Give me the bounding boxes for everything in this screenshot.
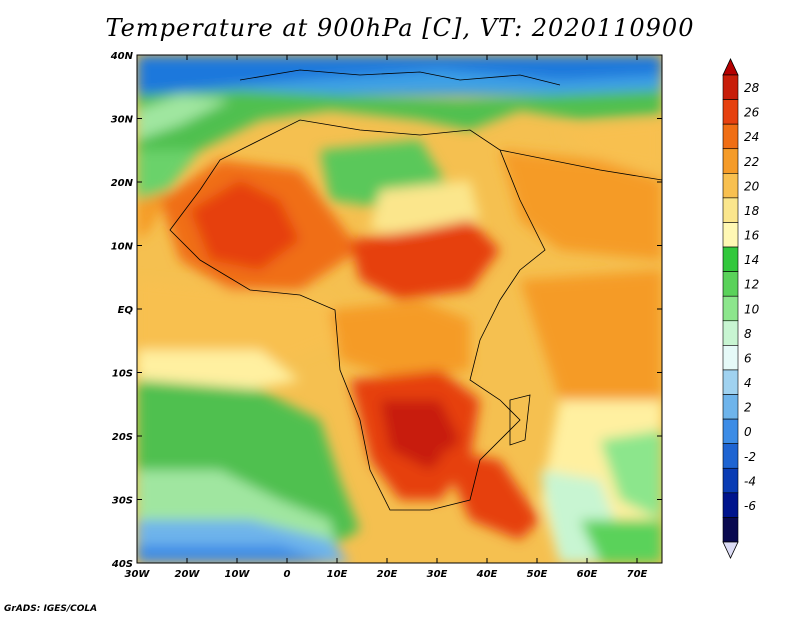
lon-tick-label: 60E bbox=[577, 569, 598, 580]
lon-tick-label: 70E bbox=[627, 569, 648, 580]
colorbar-segment bbox=[722, 246, 739, 272]
colorbar-label: 4 bbox=[744, 376, 752, 390]
colorbar-label: 18 bbox=[744, 204, 760, 218]
colorbar-label: -4 bbox=[744, 474, 756, 488]
colorbar-segment bbox=[722, 295, 739, 322]
colorbar-segment bbox=[722, 222, 739, 248]
colorbar-label: 20 bbox=[744, 179, 760, 193]
lon-tick-label: 20W bbox=[175, 569, 201, 580]
colorbar-segment bbox=[722, 99, 739, 125]
colorbar-segment bbox=[722, 123, 739, 150]
colorbar-segment bbox=[722, 517, 739, 543]
colorbar-label: -2 bbox=[744, 450, 756, 464]
lon-tick-label: 0 bbox=[284, 569, 291, 580]
colorbar-segment bbox=[722, 443, 739, 469]
colorbar-segment bbox=[722, 369, 739, 395]
colorbar-over-arrow bbox=[722, 58, 739, 76]
colorbar-label: 16 bbox=[744, 229, 760, 243]
colorbar-label: -6 bbox=[744, 499, 756, 513]
colorbar-label: 6 bbox=[744, 351, 752, 365]
coastlines bbox=[169, 69, 662, 511]
colorbar-label: 10 bbox=[744, 302, 760, 316]
lon-tick-label: 50E bbox=[527, 569, 548, 580]
colorbar-segment bbox=[722, 418, 739, 444]
colorbar-segment bbox=[722, 394, 739, 420]
colorbar-segment bbox=[722, 197, 739, 223]
lat-tick-label: 40S bbox=[111, 559, 133, 570]
grads-credit: GrADS: IGES/COLA bbox=[4, 604, 98, 614]
colorbar-label: 2 bbox=[744, 401, 752, 415]
lat-tick-label: 20S bbox=[112, 432, 133, 443]
colorbar-label: 22 bbox=[744, 155, 759, 169]
lat-tick-label: 10N bbox=[111, 242, 134, 253]
lat-tick-label: 30S bbox=[112, 496, 133, 507]
colorbar-segment bbox=[722, 74, 739, 100]
lon-tick-label: 30W bbox=[125, 569, 151, 580]
lon-tick-label: 30E bbox=[427, 569, 448, 580]
lat-tick-label: 30N bbox=[111, 115, 134, 126]
colorbar-under-arrow bbox=[722, 541, 739, 559]
lon-tick-label: 20E bbox=[377, 569, 398, 580]
lat-tick-label: 10S bbox=[112, 369, 133, 380]
colorbar-segment bbox=[722, 320, 739, 346]
colorbar-label: 12 bbox=[744, 278, 759, 292]
colorbar-segment bbox=[722, 492, 739, 518]
colorbar-label: 28 bbox=[744, 81, 760, 95]
colorbar-label: 26 bbox=[744, 106, 760, 120]
colorbar-label: 24 bbox=[744, 130, 759, 144]
lat-tick-label: 20N bbox=[111, 178, 134, 189]
map-title: Temperature at 900hPa [C], VT: 202011090… bbox=[105, 14, 695, 42]
colorbar-label: 0 bbox=[744, 425, 752, 439]
colorbar-label: 8 bbox=[744, 327, 752, 341]
colorbar-segment bbox=[722, 148, 739, 174]
colorbar-segment bbox=[722, 173, 739, 199]
colorbar-segment bbox=[722, 467, 739, 494]
colorbar-label: 14 bbox=[744, 253, 759, 267]
temperature-field bbox=[137, 55, 662, 563]
colorbar-segment bbox=[722, 271, 739, 297]
colorbar-segment bbox=[722, 345, 739, 371]
lat-tick-label: EQ bbox=[118, 305, 134, 316]
lon-tick-label: 10E bbox=[327, 569, 348, 580]
lon-tick-label: 40E bbox=[476, 569, 498, 580]
lat-tick-label: 40N bbox=[110, 51, 134, 62]
lon-tick-label: 10W bbox=[225, 569, 251, 580]
